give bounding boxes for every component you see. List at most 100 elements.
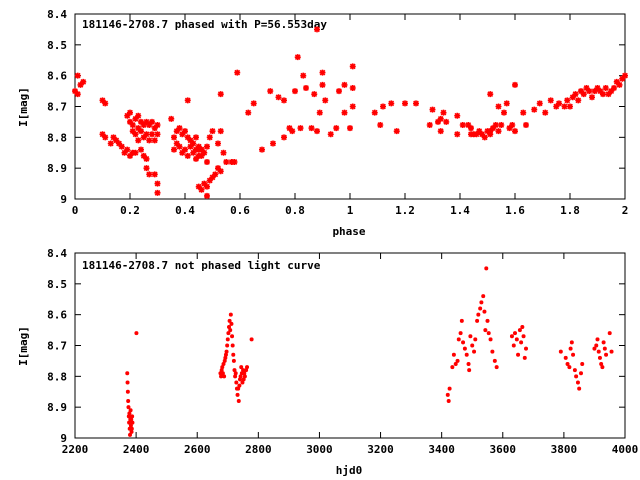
data-point xyxy=(476,312,481,317)
data-point xyxy=(182,146,188,153)
data-point xyxy=(259,146,265,153)
axis-ticks: 0 0.2 0.4 0.6 0.8 1 1.2 1.4 1.6 1.8 2 8.4 8.5 8.6 8.7 8… xyxy=(47,8,628,217)
data-point xyxy=(509,122,516,128)
data-point xyxy=(206,134,213,141)
data-point xyxy=(234,380,239,385)
data-point xyxy=(485,318,490,323)
x-tick-label: 3200 xyxy=(367,443,394,456)
data-point xyxy=(107,140,114,147)
data-point xyxy=(204,159,210,165)
data-point xyxy=(596,349,601,354)
data-point xyxy=(487,128,494,135)
data-point xyxy=(292,88,298,95)
data-point xyxy=(506,125,513,132)
data-point xyxy=(74,91,81,98)
x-tick-label: 3800 xyxy=(551,443,578,456)
x-tick-label: 1.4 xyxy=(450,204,470,217)
data-point xyxy=(608,88,615,95)
x-tick-label: 3400 xyxy=(428,443,455,456)
data-point xyxy=(249,337,254,342)
data-point xyxy=(110,134,117,141)
data-point xyxy=(453,361,458,366)
data-point xyxy=(129,426,134,431)
data-point xyxy=(567,103,573,110)
data-point xyxy=(212,171,219,178)
data-point xyxy=(605,91,612,98)
y-tick-label: 8.6 xyxy=(47,70,67,83)
data-point xyxy=(481,134,488,141)
data-point xyxy=(347,125,353,132)
data-point xyxy=(478,306,483,311)
data-point xyxy=(230,343,235,348)
data-point xyxy=(140,152,147,159)
data-point xyxy=(619,75,626,82)
data-point xyxy=(171,134,177,141)
data-point xyxy=(487,131,494,138)
data-point xyxy=(577,386,582,391)
data-point xyxy=(572,91,579,98)
data-point xyxy=(281,97,287,104)
data-point xyxy=(426,122,433,128)
x-tick-label: 2 xyxy=(622,204,629,217)
data-point xyxy=(237,383,242,388)
data-point xyxy=(437,115,444,122)
data-point xyxy=(223,159,230,165)
data-point xyxy=(567,365,572,370)
data-point xyxy=(187,143,194,150)
data-point xyxy=(151,125,158,132)
data-point xyxy=(319,81,326,88)
data-point xyxy=(154,131,161,138)
x-tick-label: 1 xyxy=(347,204,354,217)
x-tick-label: 1.2 xyxy=(395,204,415,217)
data-point xyxy=(294,54,301,61)
data-point xyxy=(173,128,180,135)
data-point xyxy=(349,63,356,70)
data-point xyxy=(125,371,130,376)
data-point xyxy=(490,349,495,354)
data-point xyxy=(602,346,607,351)
data-point xyxy=(574,374,579,379)
data-point xyxy=(229,321,234,326)
data-point xyxy=(523,122,529,128)
data-point xyxy=(184,134,191,141)
data-point xyxy=(116,140,122,147)
data-point xyxy=(198,152,205,159)
data-point xyxy=(393,128,400,135)
data-point xyxy=(121,149,128,156)
data-point xyxy=(589,94,595,101)
x-tick-label: 1.6 xyxy=(505,204,525,217)
data-point xyxy=(193,134,199,141)
data-point xyxy=(616,81,623,88)
data-point xyxy=(225,337,230,342)
data-point xyxy=(440,109,447,116)
data-point xyxy=(314,128,320,135)
y-tick-label: 9 xyxy=(60,432,67,445)
data-point xyxy=(204,192,210,199)
data-point xyxy=(483,328,488,333)
data-point xyxy=(204,143,210,150)
data-point xyxy=(303,85,309,91)
data-point xyxy=(226,331,231,336)
data-point xyxy=(575,380,580,385)
x-tick-label: 4000 xyxy=(612,443,639,456)
data-point xyxy=(242,374,247,379)
data-point xyxy=(575,97,582,104)
data-point xyxy=(80,78,87,85)
data-point xyxy=(563,355,568,360)
data-point xyxy=(594,85,601,91)
data-point xyxy=(466,361,471,366)
data-point xyxy=(536,100,543,107)
data-point xyxy=(130,414,135,419)
data-point xyxy=(349,103,356,110)
data-point xyxy=(487,91,494,98)
data-point xyxy=(451,352,456,357)
data-point xyxy=(124,112,131,119)
data-point xyxy=(113,137,120,144)
data-point xyxy=(611,85,617,91)
data-point xyxy=(349,85,356,91)
data-point xyxy=(494,365,499,370)
data-point xyxy=(458,331,463,336)
data-point xyxy=(195,143,202,150)
data-point xyxy=(134,331,139,336)
